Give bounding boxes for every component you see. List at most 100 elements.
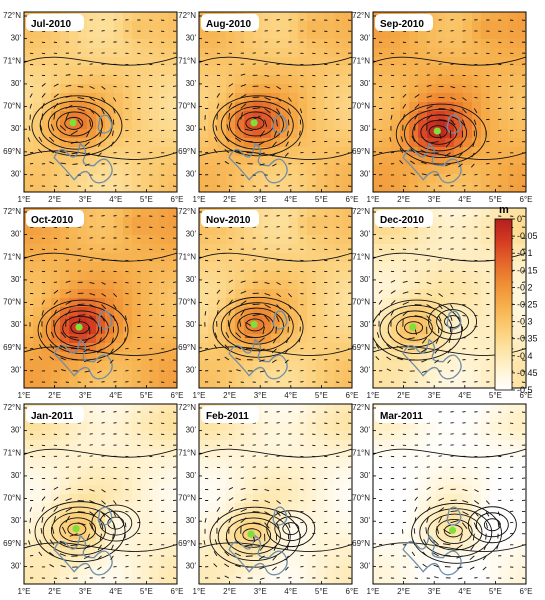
current-arrow: [234, 552, 241, 557]
field-cell: [289, 440, 299, 450]
field-cell: [262, 361, 272, 371]
field-cell: [141, 280, 151, 290]
lon-label: 1°E: [18, 195, 31, 204]
field-cell: [114, 494, 124, 504]
field-cell: [24, 147, 34, 157]
field-cell: [114, 75, 124, 85]
field-cell: [87, 431, 97, 441]
current-arrow: [49, 551, 55, 557]
field-cell: [517, 12, 526, 22]
field-cell: [298, 575, 308, 584]
field-cell: [114, 352, 124, 362]
current-arrow: [240, 280, 246, 283]
field-cell: [298, 21, 308, 31]
lon-label: 4°E: [284, 195, 297, 204]
field-cell: [226, 476, 236, 486]
field-cell: [217, 235, 227, 245]
field-cell: [454, 12, 464, 22]
field-cell: [445, 271, 455, 281]
field-cell: [42, 575, 52, 584]
field-cell: [436, 298, 446, 308]
field-cell: [334, 316, 344, 326]
field-cell: [51, 325, 61, 335]
field-cell: [244, 449, 254, 459]
field-cell: [114, 244, 124, 254]
field-cell: [334, 325, 344, 335]
field-cell: [271, 458, 281, 468]
field-cell: [226, 48, 236, 58]
field-cell: [343, 156, 352, 166]
field-cell: [445, 165, 455, 175]
field-cell: [499, 208, 509, 218]
field-cell: [409, 165, 419, 175]
field-cell: [132, 566, 142, 576]
current-arrow: [51, 527, 55, 534]
field-cell: [271, 208, 281, 218]
field-cell: [253, 111, 263, 121]
field-cell: [60, 147, 70, 157]
field-cell: [235, 84, 245, 94]
field-cell: [325, 404, 335, 414]
lat-label: 70°N: [178, 102, 196, 111]
field-cell: [51, 440, 61, 450]
field-cell: [463, 431, 473, 441]
sla-contour: [229, 307, 284, 345]
field-cell: [114, 316, 124, 326]
current-arrow: [276, 97, 282, 102]
field-cell: [316, 431, 326, 441]
field-cell: [208, 440, 218, 450]
field-cell: [253, 467, 263, 477]
field-cell: [33, 102, 43, 112]
field-cell: [316, 334, 326, 344]
field-cell: [343, 440, 352, 450]
field-cell: [168, 476, 177, 486]
field-cell: [325, 147, 335, 157]
field-cell: [400, 289, 410, 299]
current-arrow: [426, 95, 433, 98]
field-cell: [418, 253, 428, 263]
field-cell: [373, 75, 383, 85]
field-cell: [262, 404, 272, 414]
field-cell: [78, 262, 88, 272]
field-cell: [289, 129, 299, 139]
field-cell: [51, 352, 61, 362]
field-cell: [472, 156, 482, 166]
current-arrow: [264, 511, 271, 516]
field-cell: [418, 271, 428, 281]
field-cell: [96, 575, 106, 584]
sla-contour: [199, 448, 352, 458]
field-cell: [289, 217, 299, 227]
field-cell: [253, 494, 263, 504]
field-cell: [199, 325, 209, 335]
field-cell: [105, 147, 115, 157]
current-arrow: [89, 97, 95, 102]
field-cell: [445, 12, 455, 22]
field-cell: [24, 93, 34, 103]
field-cell: [78, 566, 88, 576]
field-cell: [105, 183, 115, 192]
field-cell: [517, 39, 526, 49]
field-cell: [436, 183, 446, 192]
field-cell: [141, 370, 151, 380]
field-cell: [235, 334, 245, 344]
field-cell: [343, 343, 352, 353]
lon-label: 2°E: [223, 587, 236, 596]
field-cell: [391, 370, 401, 380]
field-cell: [51, 476, 61, 486]
field-cell: [400, 352, 410, 362]
field-cell: [454, 325, 464, 335]
field-cell: [409, 138, 419, 148]
field-cell: [481, 57, 491, 67]
field-cell: [105, 530, 115, 540]
field-cell: [208, 539, 218, 549]
field-cell: [262, 325, 272, 335]
field-cell: [33, 307, 43, 317]
current-arrow: [124, 315, 127, 321]
sla-contour: [245, 318, 265, 332]
field-cell: [499, 156, 509, 166]
field-cell: [463, 21, 473, 31]
field-cell: [150, 39, 160, 49]
field-cell: [141, 334, 151, 344]
field-cell: [409, 548, 419, 558]
